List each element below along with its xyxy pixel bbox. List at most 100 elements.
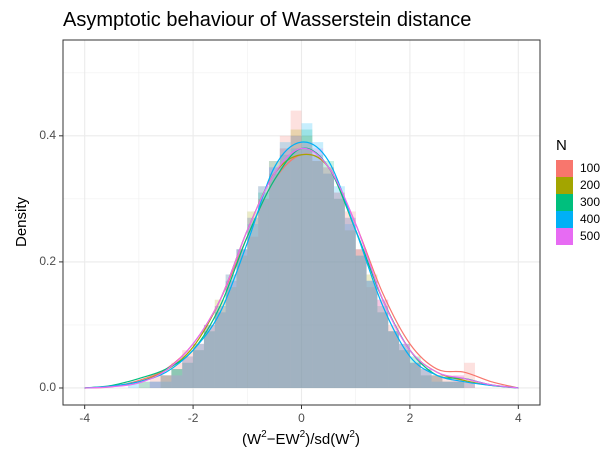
histogram-bar <box>399 350 410 388</box>
histogram-bar <box>182 362 194 388</box>
histogram-bar <box>193 343 204 388</box>
histogram-bar <box>203 331 215 388</box>
histogram-bar <box>225 280 237 388</box>
histogram-bar <box>301 148 313 388</box>
histogram-bar <box>453 381 465 388</box>
legend-label: 400 <box>580 212 600 226</box>
histogram-bar <box>355 255 367 388</box>
histogram-bar <box>149 381 161 388</box>
histogram-bar <box>312 161 324 388</box>
histogram-bar <box>193 343 204 388</box>
histogram-bar <box>236 249 248 388</box>
x-label-sup: 2 <box>300 429 306 440</box>
histogram-bar <box>290 135 302 388</box>
histogram-bar <box>247 217 259 388</box>
histogram-bar <box>453 381 465 388</box>
histogram-bar <box>334 186 345 388</box>
histogram-bar <box>464 381 475 388</box>
histogram-bar <box>149 375 161 388</box>
legend-label: 100 <box>580 161 600 175</box>
legend-key <box>556 211 573 228</box>
x-label-part: )/sd(W <box>305 431 350 448</box>
histogram-bar <box>344 217 356 388</box>
histogram-bar <box>301 129 313 388</box>
y-axis-label: Density <box>13 196 30 247</box>
histogram-bar <box>420 369 432 388</box>
legend-key <box>556 228 573 245</box>
histogram-bar <box>160 375 172 388</box>
histogram-bar <box>225 274 237 388</box>
histogram-bar <box>464 381 475 388</box>
histogram-bar <box>193 350 204 388</box>
histogram-bar <box>268 161 280 388</box>
histogram-bar <box>171 375 183 388</box>
histogram-bar <box>193 350 204 388</box>
histogram-bar <box>377 312 389 388</box>
histogram-bar <box>171 369 183 388</box>
x-label-part: −EW <box>267 431 301 448</box>
x-label-part: ) <box>355 431 360 448</box>
histogram-bar <box>431 375 443 388</box>
histogram-bar <box>323 167 335 388</box>
histogram-bar <box>453 375 465 388</box>
histogram-bar <box>258 186 269 388</box>
histogram-bar <box>464 362 475 388</box>
histogram-bar <box>182 362 194 388</box>
histogram-bar <box>355 255 367 388</box>
histogram-bar <box>247 217 259 388</box>
histogram-bar <box>355 249 367 388</box>
histogram-bar <box>344 211 356 388</box>
histogram-bar <box>236 249 248 388</box>
panel-border <box>62 39 541 406</box>
chart-title: Asymptotic behaviour of Wasserstein dist… <box>63 9 471 31</box>
histogram-bar <box>409 362 421 388</box>
histogram-bar <box>279 148 291 388</box>
histogram-bar <box>409 362 421 388</box>
histogram-bar <box>247 211 259 388</box>
histogram-bar <box>431 375 443 388</box>
histogram-bar <box>203 324 215 388</box>
histogram-bar <box>377 299 389 388</box>
histogram-bar <box>182 356 194 388</box>
histogram-bar <box>323 173 335 388</box>
histogram-bar <box>323 167 335 388</box>
histogram-bar <box>334 192 345 388</box>
histogram-bar <box>366 287 378 388</box>
density-line <box>84 147 519 389</box>
histogram-bar <box>344 217 356 388</box>
histogram-bar <box>236 249 248 388</box>
histogram-bar <box>214 299 226 388</box>
histogram-bar <box>388 331 400 388</box>
histogram-bar <box>355 249 367 388</box>
histogram-bar <box>160 375 172 388</box>
histogram-bar <box>138 381 150 388</box>
histogram-bar <box>377 299 389 388</box>
histogram-bar <box>279 148 291 388</box>
histogram-bar <box>442 381 454 388</box>
legend-key <box>556 194 573 211</box>
histogram-bar <box>268 167 280 388</box>
histogram-bar <box>399 343 410 388</box>
histogram-bar <box>214 306 226 388</box>
histogram-bar <box>247 224 259 388</box>
x-tick-label: 2 <box>407 411 414 425</box>
histogram-bar <box>225 287 237 388</box>
legend-title: N <box>556 137 567 154</box>
histogram-bar <box>399 343 410 388</box>
histogram-bar <box>344 230 356 388</box>
histogram-bar <box>149 381 161 388</box>
histogram-bar <box>312 142 324 388</box>
histogram-bar <box>290 135 302 388</box>
legend-label: 200 <box>580 178 600 192</box>
x-label-sup: 2 <box>261 429 267 440</box>
histogram-bar <box>214 312 226 388</box>
histogram-bar <box>290 129 302 388</box>
x-tick-label: 0 <box>298 411 305 425</box>
histogram-bar <box>138 381 150 388</box>
histogram-bar <box>366 280 378 388</box>
histogram-bar <box>160 375 172 388</box>
histogram-bar <box>399 350 410 388</box>
legend-key <box>556 177 573 194</box>
histogram-bar <box>301 123 313 388</box>
